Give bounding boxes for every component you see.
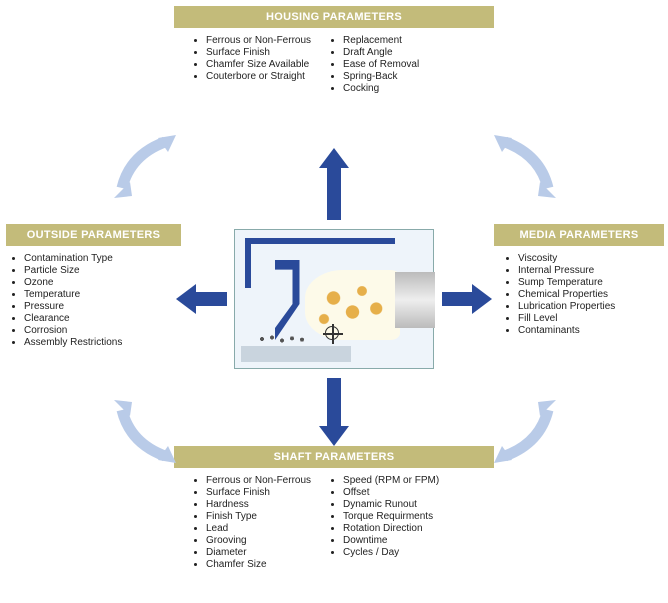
list-item: Particle Size (24, 265, 122, 276)
list-item: Lubrication Properties (518, 301, 615, 312)
list-item: Replacement (343, 35, 419, 46)
media-header: MEDIA PARAMETERS (494, 224, 664, 246)
list-item: Chamfer Size Available (206, 59, 311, 70)
shaft-lists: Ferrous or Non-FerrousSurface FinishHard… (174, 474, 494, 571)
shaft-header: SHAFT PARAMETERS (174, 446, 494, 468)
arrow-up-stem (327, 165, 341, 220)
list-item: Couterbore or Straight (206, 71, 311, 82)
list-item: Contamination Type (24, 253, 122, 264)
list-item: Grooving (206, 535, 311, 546)
curve-arrow-tr (490, 130, 560, 200)
arrow-right-stem (442, 292, 474, 306)
list-item: Spring-Back (343, 71, 419, 82)
list-item: Torque Requirments (343, 511, 439, 522)
list-item: Ozone (24, 277, 122, 288)
list-item: Cocking (343, 83, 419, 94)
list-item: Contaminants (518, 325, 615, 336)
list-item: Temperature (24, 289, 122, 300)
list-item: Sump Temperature (518, 277, 615, 288)
arrow-left-stem (195, 292, 227, 306)
list-item: Ferrous or Non-Ferrous (206, 35, 311, 46)
housing-header: HOUSING PARAMETERS (174, 6, 494, 28)
shaft-col2: Speed (RPM or FPM)OffsetDynamic RunoutTo… (329, 474, 439, 571)
ill-shaft-end (395, 272, 435, 328)
list-item: Hardness (206, 499, 311, 510)
housing-lists: Ferrous or Non-FerrousSurface FinishCham… (174, 34, 494, 95)
outside-box: OUTSIDE PARAMETERS Contamination TypePar… (6, 224, 181, 349)
list-item: Ferrous or Non-Ferrous (206, 475, 311, 486)
list-item: Pressure (24, 301, 122, 312)
media-lists: ViscosityInternal PressureSump Temperatu… (494, 252, 664, 337)
arrow-right-head (472, 284, 492, 314)
list-item: Speed (RPM or FPM) (343, 475, 439, 486)
list-item: Diameter (206, 547, 311, 558)
arrow-down-stem (327, 378, 341, 428)
list-item: Chamfer Size (206, 559, 311, 570)
list-item: Offset (343, 487, 439, 498)
list-item: Viscosity (518, 253, 615, 264)
list-item: Fill Level (518, 313, 615, 324)
list-item: Dynamic Runout (343, 499, 439, 510)
list-item: Clearance (24, 313, 122, 324)
arrow-down-head (319, 426, 349, 446)
list-item: Lead (206, 523, 311, 534)
ill-center-mark (325, 326, 339, 340)
outside-col1: Contamination TypeParticle SizeOzoneTemp… (10, 252, 122, 349)
list-item: Downtime (343, 535, 439, 546)
housing-box: HOUSING PARAMETERS Ferrous or Non-Ferrou… (174, 6, 494, 95)
curve-arrow-tl (110, 130, 180, 200)
list-item: Cycles / Day (343, 547, 439, 558)
ill-housing-outline (245, 238, 395, 288)
media-box: MEDIA PARAMETERS ViscosityInternal Press… (494, 224, 664, 337)
media-col1: ViscosityInternal PressureSump Temperatu… (504, 252, 615, 337)
ill-debris (257, 332, 307, 346)
list-item: Ease of Removal (343, 59, 419, 70)
list-item: Assembly Restrictions (24, 337, 122, 348)
seal-cross-section-illustration (234, 229, 434, 369)
ill-shaft-base (241, 346, 351, 362)
housing-col1: Ferrous or Non-FerrousSurface FinishCham… (192, 34, 311, 95)
outside-lists: Contamination TypeParticle SizeOzoneTemp… (6, 252, 181, 349)
list-item: Rotation Direction (343, 523, 439, 534)
shaft-col1: Ferrous or Non-FerrousSurface FinishHard… (192, 474, 311, 571)
list-item: Surface Finish (206, 47, 311, 58)
list-item: Finish Type (206, 511, 311, 522)
list-item: Internal Pressure (518, 265, 615, 276)
housing-col2: ReplacementDraft AngleEase of RemovalSpr… (329, 34, 419, 95)
arrow-up-head (319, 148, 349, 168)
list-item: Draft Angle (343, 47, 419, 58)
list-item: Corrosion (24, 325, 122, 336)
shaft-box: SHAFT PARAMETERS Ferrous or Non-FerrousS… (174, 446, 494, 571)
curve-arrow-br (490, 398, 560, 468)
list-item: Chemical Properties (518, 289, 615, 300)
curve-arrow-bl (110, 398, 180, 468)
list-item: Surface Finish (206, 487, 311, 498)
outside-header: OUTSIDE PARAMETERS (6, 224, 181, 246)
arrow-left-head (176, 284, 196, 314)
